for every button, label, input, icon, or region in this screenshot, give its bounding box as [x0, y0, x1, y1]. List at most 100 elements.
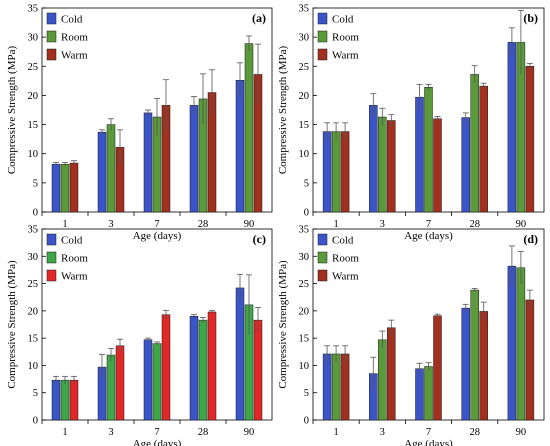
x-tick-label: 7 [426, 219, 431, 230]
legend: Cold Room Warm [46, 233, 88, 283]
panel-tag: (c) [253, 232, 266, 246]
legend-label-room: Room [61, 253, 88, 265]
chart-panel-b: 0 5 10 15 20 25 30 35 1 3 7 28 90 Age (days) Compressi… [277, 4, 545, 242]
y-tick-label: 10 [28, 361, 39, 372]
bar-warm [340, 131, 350, 213]
bar-warm [115, 345, 125, 421]
x-tick-label: 28 [469, 219, 480, 230]
bar-warm [253, 319, 263, 421]
x-tick-label: 3 [380, 427, 385, 438]
legend-swatch-warm [317, 48, 328, 61]
panel-tag: (d) [523, 232, 538, 246]
x-axis-label: Age (days) [404, 438, 453, 446]
y-axis-label: Compressive Strength (MPa) [277, 46, 289, 175]
y-tick-label: 20 [28, 306, 39, 317]
bar-room [470, 74, 479, 213]
y-axis-label: Compressive Strength (MPa) [277, 260, 289, 389]
bar-cold [415, 96, 424, 213]
x-tick-label: 90 [516, 219, 527, 230]
y-tick-label: 35 [28, 225, 39, 236]
y-tick-label: 35 [299, 4, 310, 15]
bar-cold [461, 117, 470, 213]
bar-cold [235, 287, 245, 421]
bar-warm [69, 379, 79, 421]
legend-label-cold: Cold [332, 235, 354, 247]
panel-tag: (a) [252, 11, 266, 25]
chart-panel-d: 0 5 10 15 20 25 30 35 1 3 7 28 90 Age (days) Compressi… [277, 225, 545, 446]
bar-warm [69, 162, 79, 213]
y-tick-label: 30 [299, 33, 310, 44]
bar-room [331, 353, 341, 421]
y-tick-label: 5 [33, 388, 38, 399]
y-tick-label: 0 [33, 416, 38, 427]
x-tick-label: 7 [426, 427, 431, 438]
x-tick-label: 28 [198, 219, 209, 230]
y-tick-label: 20 [28, 91, 39, 102]
legend-swatch-warm [46, 48, 57, 61]
bar-room [378, 116, 387, 213]
chart-panel-a: 0 5 10 15 20 25 30 35 1 3 7 28 90 Age (days) Compressi… [6, 4, 273, 242]
legend-swatch-room [317, 251, 328, 264]
bar-room [60, 379, 70, 421]
y-tick-label: 15 [299, 120, 310, 131]
legend-label-warm: Warm [61, 271, 88, 283]
legend: Cold Room Warm [317, 233, 359, 283]
bar-warm [433, 118, 442, 213]
x-tick-label: 7 [154, 219, 159, 230]
bar-cold [507, 42, 517, 213]
bar-warm [340, 353, 350, 421]
legend-swatch-cold [317, 12, 328, 25]
y-tick-label: 5 [33, 178, 38, 189]
x-tick-label: 90 [244, 219, 255, 230]
y-tick-label: 25 [28, 62, 39, 73]
x-axis-label: Age (days) [133, 438, 182, 446]
y-tick-label: 0 [304, 208, 309, 219]
x-tick-label: 1 [333, 219, 338, 230]
bar-warm [525, 66, 535, 213]
bar-warm [479, 85, 488, 213]
y-tick-label: 15 [28, 334, 39, 345]
y-tick-label: 25 [28, 279, 39, 290]
legend-swatch-warm [317, 269, 328, 282]
bar-room [516, 267, 526, 421]
x-tick-label: 28 [469, 427, 480, 438]
y-tick-label: 30 [28, 252, 39, 263]
bar-cold [51, 163, 61, 213]
bar-cold [507, 265, 517, 421]
bar-cold [97, 131, 107, 213]
legend-label-warm: Warm [332, 271, 359, 283]
x-tick-label: 7 [154, 427, 159, 438]
bar-cold [143, 112, 153, 213]
bar-cold [235, 80, 245, 213]
bar-cold [369, 105, 378, 213]
bar-warm [525, 299, 535, 421]
legend-label-room: Room [332, 32, 359, 44]
bar-room [60, 163, 70, 213]
x-tick-label: 3 [380, 219, 385, 230]
legend-label-warm: Warm [332, 50, 359, 62]
bar-cold [189, 105, 199, 213]
legend-label-warm: Warm [61, 50, 88, 62]
y-tick-label: 5 [304, 178, 309, 189]
y-tick-label: 30 [28, 33, 39, 44]
bar-room [244, 43, 254, 213]
x-tick-label: 3 [108, 427, 113, 438]
legend-swatch-cold [46, 233, 57, 246]
y-tick-label: 15 [28, 120, 39, 131]
bar-cold [143, 339, 153, 421]
legend-swatch-cold [46, 12, 57, 25]
y-tick-label: 10 [28, 149, 39, 160]
bar-cold [322, 353, 332, 421]
bar-cold [322, 131, 332, 213]
y-tick-label: 15 [299, 334, 310, 345]
bar-warm [387, 327, 396, 421]
bar-warm [433, 315, 442, 421]
legend-swatch-cold [317, 233, 328, 246]
y-tick-label: 20 [299, 91, 310, 102]
x-tick-label: 90 [516, 427, 527, 438]
y-tick-label: 10 [299, 149, 310, 160]
legend-label-cold: Cold [61, 235, 83, 247]
bar-cold [189, 316, 199, 421]
x-axis-label: Age (days) [404, 230, 453, 242]
